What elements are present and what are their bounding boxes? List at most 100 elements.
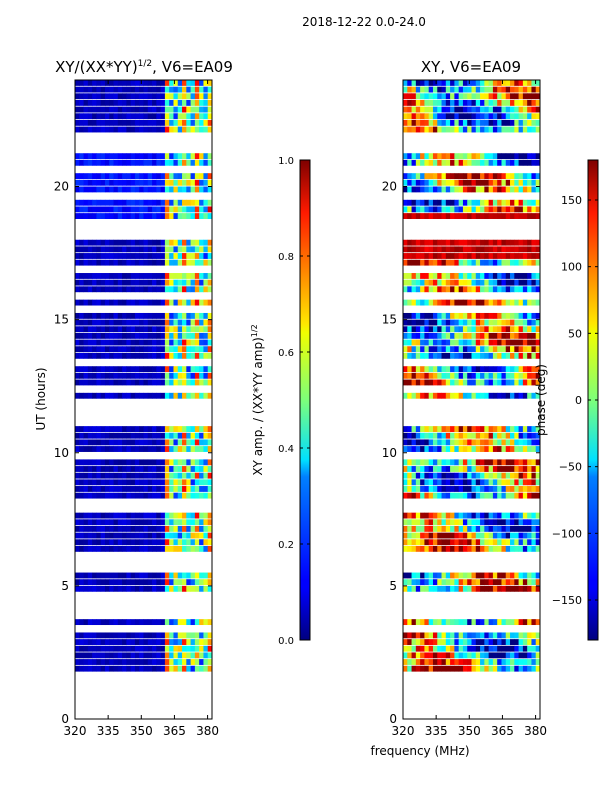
heatmap-cell: [424, 199, 430, 206]
heatmap-cell: [182, 525, 187, 532]
heatmap-cell: [415, 579, 421, 586]
heatmap-cell: [497, 579, 502, 586]
heatmap-cell: [182, 532, 187, 539]
heatmap-cell: [454, 186, 460, 193]
heatmap-cell: [510, 346, 515, 353]
heatmap-cell: [415, 319, 421, 326]
heatmap-cell: [126, 113, 132, 120]
heatmap-cell: [96, 512, 102, 519]
heatmap-cell: [432, 645, 438, 652]
heatmap-cell: [177, 279, 183, 286]
heatmap-cell: [514, 652, 519, 659]
heatmap-cell: [113, 539, 119, 546]
heatmap-cell: [160, 652, 166, 659]
heatmap-cell: [113, 579, 119, 586]
heatmap-cell: [415, 372, 421, 379]
heatmap-cell: [462, 665, 468, 672]
heatmap-cell: [484, 273, 490, 279]
heatmap-cell: [445, 532, 451, 539]
heatmap-cell: [147, 213, 153, 219]
heatmap-cell: [186, 159, 191, 166]
heatmap-cell: [428, 486, 434, 492]
heatmap-cell: [445, 346, 451, 353]
heatmap-cell: [471, 312, 477, 319]
heatmap-cell: [117, 326, 123, 333]
heatmap-cell: [160, 312, 166, 319]
heatmap-cell: [100, 366, 106, 373]
colorbar-tick-label: 0.8: [278, 252, 294, 263]
heatmap-cell: [488, 253, 494, 259]
heatmap-cell: [152, 326, 157, 333]
heatmap-cell: [169, 213, 174, 219]
heatmap-cell: [75, 492, 80, 499]
heatmap-cell: [156, 153, 162, 160]
heatmap-cell: [458, 99, 464, 106]
heatmap-cell: [475, 319, 481, 326]
heatmap-cell: [126, 159, 132, 166]
heatmap-cell: [535, 459, 540, 466]
heatmap-cell: [492, 126, 498, 133]
heatmap-cell: [480, 372, 485, 379]
heatmap-cell: [160, 106, 166, 113]
heatmap-cell: [428, 585, 434, 592]
heatmap-cell: [415, 572, 421, 579]
heatmap-cell: [411, 652, 417, 659]
phase-axes-frame: [402, 79, 541, 720]
heatmap-cell: [130, 539, 136, 546]
heatmap-cell: [156, 126, 162, 133]
heatmap-cell: [75, 279, 80, 286]
heatmap-cell: [501, 619, 507, 626]
heatmap-cell: [173, 379, 179, 386]
heatmap-cell: [403, 492, 408, 499]
heatmap-cell: [160, 153, 166, 160]
heatmap-cell: [522, 512, 528, 519]
heatmap-cell: [134, 539, 140, 546]
heatmap-cell: [199, 619, 204, 626]
heatmap-cell: [207, 379, 212, 386]
heatmap-cell: [441, 332, 447, 339]
heatmap-cell: [173, 492, 179, 499]
heatmap-cell: [83, 352, 89, 359]
heatmap-cell: [505, 173, 511, 180]
heatmap-cell: [113, 312, 119, 319]
heatmap-cell: [462, 352, 468, 359]
heatmap-cell: [480, 426, 485, 432]
heatmap-cell: [169, 459, 174, 466]
heatmap-cell: [190, 299, 196, 306]
heatmap-cell: [207, 286, 212, 293]
heatmap-cell: [535, 446, 540, 452]
heatmap-cell: [199, 545, 204, 552]
heatmap-cell: [471, 173, 477, 180]
heatmap-cell: [143, 645, 149, 652]
heatmap-cell: [139, 153, 144, 160]
heatmap-cell: [164, 239, 170, 246]
heatmap-cell: [415, 179, 421, 186]
heatmap-cell: [458, 346, 464, 353]
heatmap-cell: [156, 632, 162, 639]
heatmap-cell: [462, 299, 468, 306]
heatmap-cell: [441, 645, 447, 652]
heatmap-cell: [122, 392, 127, 399]
heatmap-cell: [510, 80, 515, 86]
heatmap-cell: [415, 239, 421, 246]
heatmap-cell: [194, 492, 200, 499]
heatmap-cell: [437, 532, 442, 539]
heatmap-cell: [518, 213, 524, 219]
heatmap-cell: [415, 119, 421, 126]
heatmap-cell: [497, 332, 502, 339]
heatmap-cell: [203, 352, 209, 359]
heatmap-cell: [467, 153, 472, 160]
heatmap-cell: [505, 659, 511, 665]
heatmap-cell: [407, 459, 412, 466]
heatmap-cell: [415, 652, 421, 659]
heatmap-cell: [126, 332, 132, 339]
heatmap-cell: [152, 512, 157, 519]
heatmap-cell: [535, 86, 540, 93]
heatmap-cell: [173, 299, 179, 306]
heatmap-cell: [194, 645, 200, 652]
heatmap-cell: [122, 525, 127, 532]
heatmap-cell: [415, 312, 421, 319]
heatmap-cell: [104, 339, 110, 346]
heatmap-cell: [207, 326, 212, 333]
heatmap-cell: [182, 665, 187, 672]
